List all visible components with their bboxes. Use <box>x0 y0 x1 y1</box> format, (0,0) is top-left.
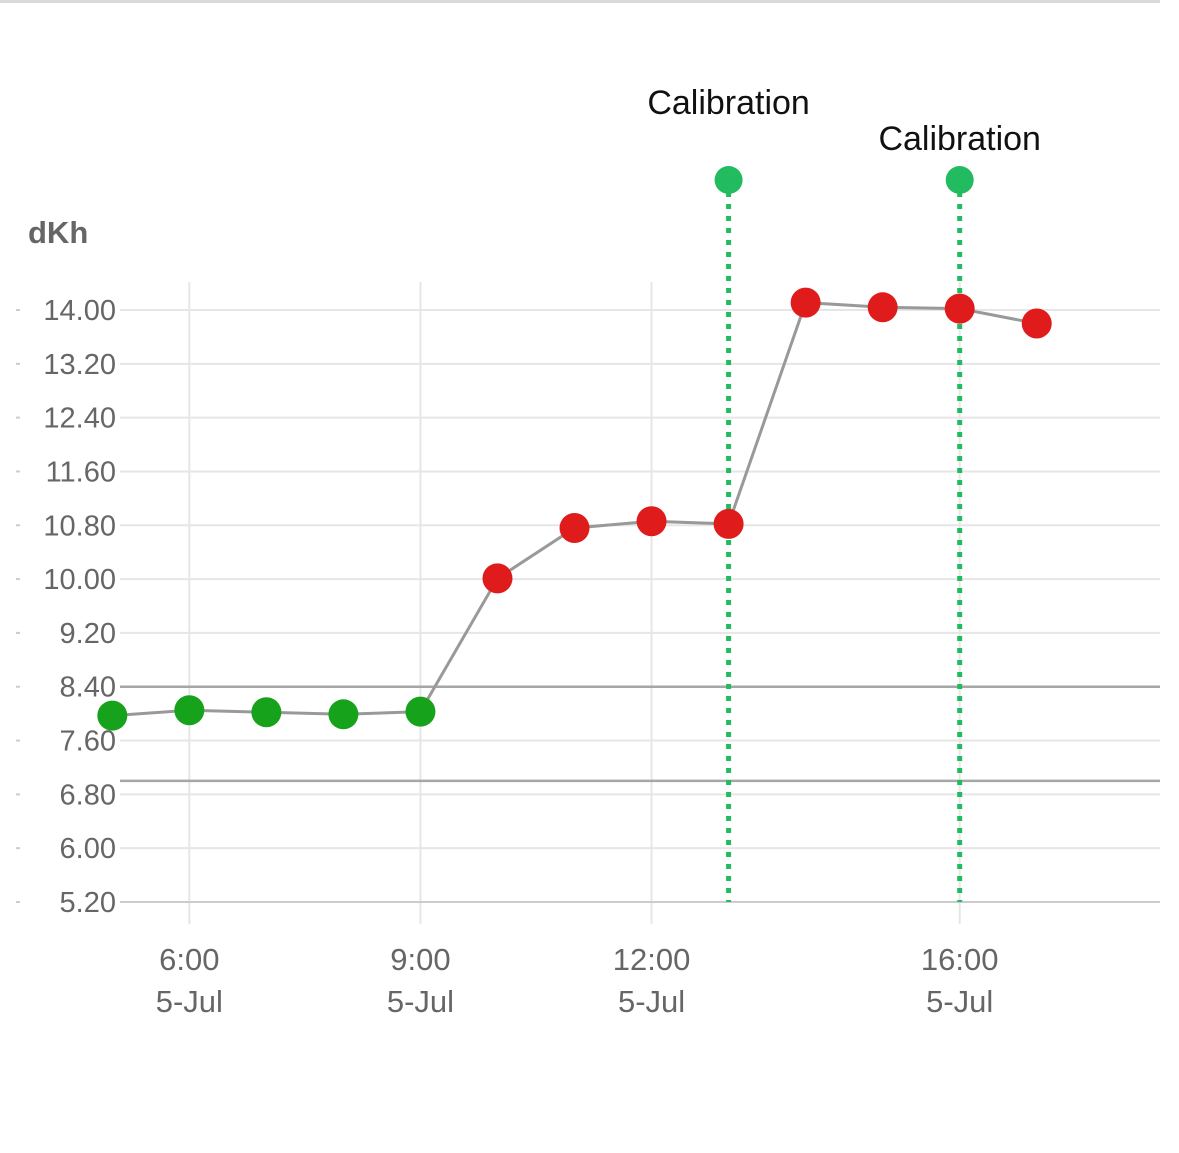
data-point <box>1021 308 1052 339</box>
data-point <box>174 695 205 726</box>
y-tick-label: 6.00 <box>60 833 116 865</box>
x-tick-time-label: 12:00 <box>613 942 691 977</box>
x-tick-time-label: 9:00 <box>390 942 450 977</box>
data-point <box>328 699 359 730</box>
x-tick-date-label: 5-Jul <box>387 984 454 1019</box>
y-tick-label: 10.00 <box>43 564 116 596</box>
x-axis-ticks: 6:00 5-Jul 9:00 5-Jul 12:00 5-Jul 16:00 5-Jul <box>156 942 999 1019</box>
x-tick-time-label: 6:00 <box>159 942 219 977</box>
x-tick-date-label: 5-Jul <box>156 984 223 1019</box>
data-point <box>559 512 590 543</box>
grid <box>16 282 1160 924</box>
data-point <box>867 292 898 323</box>
y-tick-label: 9.20 <box>60 618 116 650</box>
data-point <box>251 697 282 728</box>
data-point <box>405 696 436 727</box>
y-tick-label: 6.80 <box>60 779 116 811</box>
y-axis-ticks: 14.00 13.20 12.40 11.60 10.80 10.00 9.20 8.40 7.… <box>43 295 116 919</box>
y-tick-label: 12.40 <box>43 403 116 435</box>
y-tick-label: 7.60 <box>60 726 116 758</box>
right-crop-mask <box>1160 0 1179 1153</box>
x-tick-date-label: 5-Jul <box>926 984 993 1019</box>
y-tick-label: 8.40 <box>60 672 116 704</box>
data-point <box>97 700 128 731</box>
y-tick-label: 13.20 <box>43 349 116 381</box>
x-tick-date-label: 5-Jul <box>618 984 685 1019</box>
y-tick-label: 10.80 <box>43 510 116 542</box>
y-tick-label: 11.60 <box>46 456 116 488</box>
calibration-label: Calibration <box>878 120 1041 158</box>
calibration-marker <box>945 166 974 194</box>
top-border <box>0 0 1179 3</box>
y-axis-label: dKh <box>28 215 88 250</box>
data-point <box>482 563 513 594</box>
series <box>97 287 1052 731</box>
data-point <box>790 287 821 318</box>
data-point <box>944 293 975 324</box>
calibration-annotations: Calibration Calibration <box>647 84 1041 902</box>
calibration-marker <box>714 166 743 194</box>
data-point <box>636 506 667 537</box>
data-point <box>713 508 744 539</box>
y-tick-label: 5.20 <box>60 887 116 919</box>
reference-lines <box>120 685 1160 903</box>
x-tick-time-label: 16:00 <box>921 942 999 977</box>
calibration-label: Calibration <box>647 84 810 122</box>
y-tick-label: 14.00 <box>43 295 116 327</box>
